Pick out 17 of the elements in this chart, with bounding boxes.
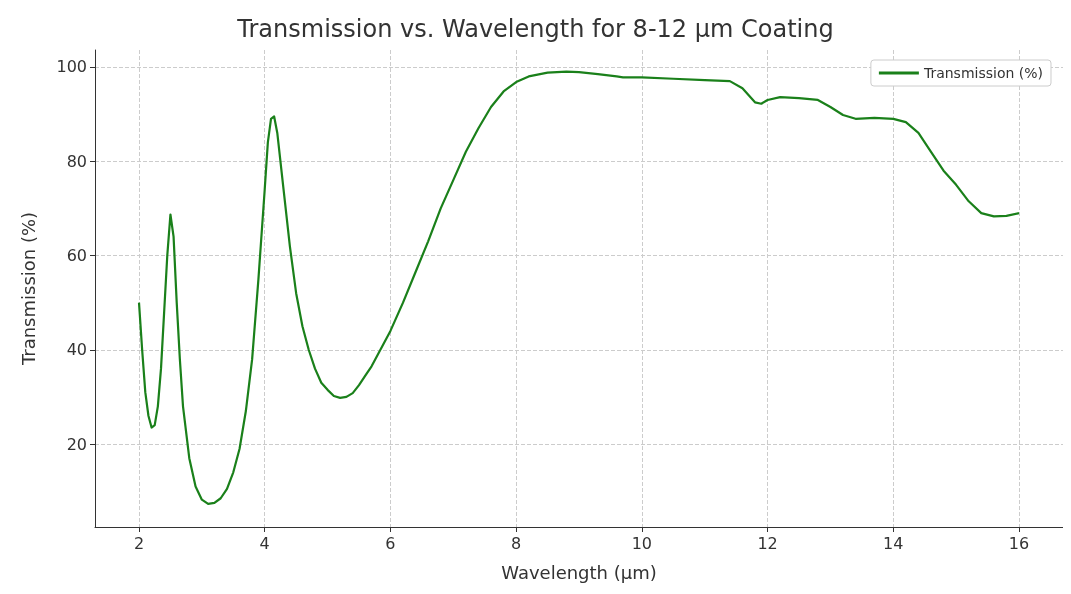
x-tick-label: 6 (385, 533, 396, 553)
y-tick-label: 80 (66, 151, 87, 171)
legend-label: Transmission (%) (922, 65, 1044, 81)
x-axis-title: Wavelength (µm) (501, 561, 657, 583)
y-tick-label: 40 (66, 340, 87, 360)
y-axis-title: Transmission (%) (17, 211, 39, 367)
x-tick-label: 16 (1008, 533, 1030, 553)
x-tick-label: 8 (511, 533, 522, 553)
x-tick-label: 2 (133, 533, 145, 553)
chart-title: Transmission vs. Wavelength for 8-12 µm Coating (236, 15, 834, 43)
y-tick-label: 100 (56, 57, 87, 77)
x-tick-label: 4 (259, 533, 270, 553)
y-tick-label: 20 (66, 434, 87, 454)
x-tick-label: 10 (631, 533, 653, 553)
y-tick-label: 60 (66, 246, 87, 266)
x-tick-label: 14 (883, 533, 904, 553)
x-tick-label: 12 (757, 533, 778, 553)
